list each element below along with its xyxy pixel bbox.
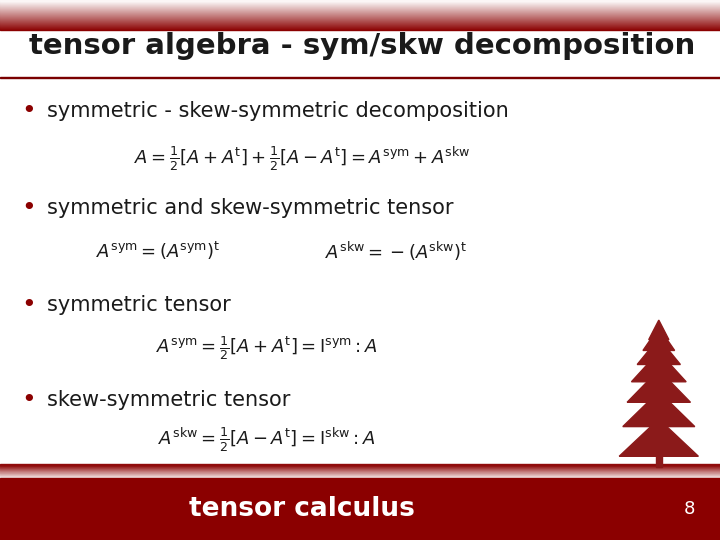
Bar xyxy=(0,4,720,6)
Polygon shape xyxy=(623,392,695,427)
Bar xyxy=(0,467,720,468)
Bar xyxy=(0,5,720,7)
Bar xyxy=(0,474,720,475)
Bar xyxy=(0,8,720,9)
Bar xyxy=(0,28,720,30)
Bar xyxy=(0,9,720,10)
Polygon shape xyxy=(627,370,690,402)
Polygon shape xyxy=(631,352,686,382)
Bar xyxy=(0,478,720,540)
Polygon shape xyxy=(649,320,669,340)
Bar xyxy=(656,451,662,467)
Text: $A = \frac{1}{2}[A + A^\mathrm{t}] + \frac{1}{2}[A - A^\mathrm{t}] = A^\mathrm{s: $A = \frac{1}{2}[A + A^\mathrm{t}] + \fr… xyxy=(134,145,471,173)
Bar xyxy=(0,472,720,473)
Text: skew-symmetric tensor: skew-symmetric tensor xyxy=(47,389,290,410)
Bar xyxy=(0,11,720,13)
Bar xyxy=(0,477,720,478)
Bar xyxy=(0,12,720,14)
Bar xyxy=(0,24,720,26)
Text: $A^\mathrm{sym} = (A^\mathrm{sym})^\mathrm{t}$: $A^\mathrm{sym} = (A^\mathrm{sym})^\math… xyxy=(96,240,221,262)
Bar xyxy=(0,16,720,18)
Bar xyxy=(0,20,720,22)
Bar xyxy=(0,464,720,465)
Text: •: • xyxy=(22,388,36,411)
Text: •: • xyxy=(22,99,36,123)
Bar xyxy=(0,472,720,474)
Bar xyxy=(0,2,720,3)
Text: tensor calculus: tensor calculus xyxy=(189,496,415,522)
Bar xyxy=(0,465,720,467)
Bar xyxy=(0,1,720,2)
Bar xyxy=(0,470,720,472)
Text: $A^\mathrm{skw} = -(A^\mathrm{skw})^\mathrm{t}$: $A^\mathrm{skw} = -(A^\mathrm{skw})^\mat… xyxy=(325,240,467,262)
Bar xyxy=(0,23,720,25)
Text: tensor algebra - sym/skw decomposition: tensor algebra - sym/skw decomposition xyxy=(29,32,695,60)
Bar xyxy=(0,19,720,21)
Bar xyxy=(0,3,720,4)
Text: •: • xyxy=(22,293,36,317)
Polygon shape xyxy=(637,338,680,365)
Bar xyxy=(0,0,720,1)
Bar xyxy=(0,77,720,78)
Bar xyxy=(0,469,720,470)
Polygon shape xyxy=(619,419,698,456)
Bar xyxy=(0,15,720,17)
Bar xyxy=(0,473,720,475)
Bar xyxy=(0,6,720,8)
Bar xyxy=(0,476,720,477)
Bar xyxy=(0,466,720,467)
Bar xyxy=(0,3,720,5)
Bar xyxy=(0,469,720,470)
Bar xyxy=(0,15,720,16)
Bar xyxy=(0,22,720,24)
Bar xyxy=(0,17,720,19)
Bar xyxy=(0,467,720,468)
Bar xyxy=(0,471,720,472)
Text: symmetric - skew-symmetric decomposition: symmetric - skew-symmetric decomposition xyxy=(47,100,508,121)
Bar xyxy=(0,475,720,476)
Bar xyxy=(0,470,720,471)
Bar xyxy=(0,464,720,465)
Bar xyxy=(0,21,720,23)
Polygon shape xyxy=(643,327,675,350)
Bar xyxy=(0,25,720,26)
Bar xyxy=(0,9,720,11)
Text: $A^\mathrm{skw} = \frac{1}{2}[A - A^\mathrm{t}] = \mathsf{I}^\mathrm{skw} : A$: $A^\mathrm{skw} = \frac{1}{2}[A - A^\mat… xyxy=(158,426,375,454)
Text: symmetric tensor: symmetric tensor xyxy=(47,295,230,315)
Text: $A^\mathrm{sym} = \frac{1}{2}[A + A^\mathrm{t}] = \mathsf{I}^\mathrm{sym} : A$: $A^\mathrm{sym} = \frac{1}{2}[A + A^\mat… xyxy=(156,334,377,362)
Text: •: • xyxy=(22,196,36,220)
Bar xyxy=(0,14,720,15)
Text: symmetric and skew-symmetric tensor: symmetric and skew-symmetric tensor xyxy=(47,198,454,218)
Bar xyxy=(0,475,720,476)
Bar xyxy=(0,10,720,12)
Bar xyxy=(0,27,720,29)
Bar xyxy=(0,468,720,469)
Bar xyxy=(0,18,720,20)
Bar xyxy=(0,26,720,28)
Text: 8: 8 xyxy=(683,500,695,518)
